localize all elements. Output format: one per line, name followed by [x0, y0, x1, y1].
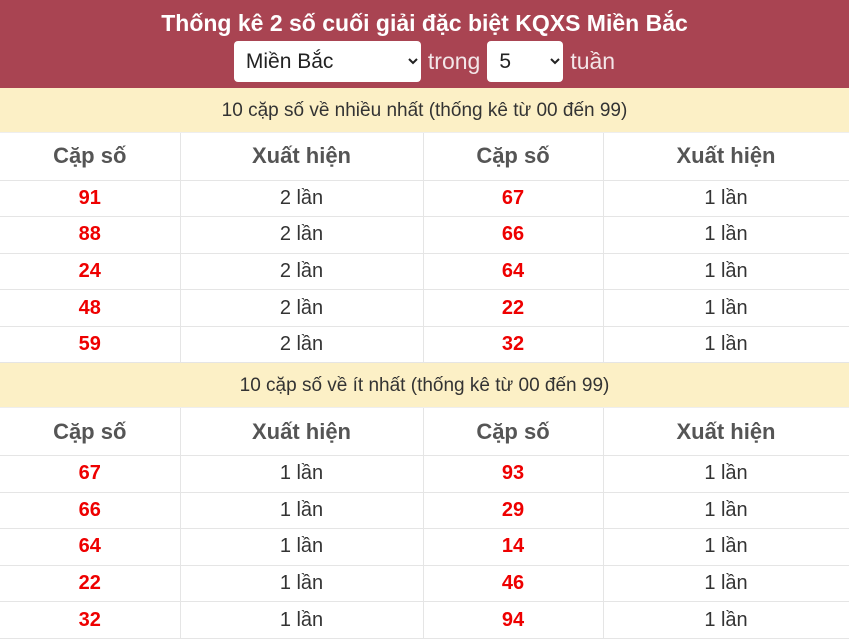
occurrence-count: 1 lần [179, 491, 424, 530]
occurrence-count: 2 lần [179, 216, 424, 254]
col-count: Xuất hiện [602, 408, 849, 456]
pair-number: 67 [422, 179, 604, 218]
table-row: 32 1 lần 94 1 lần [0, 601, 849, 639]
pair-number: 32 [422, 325, 604, 364]
col-pair: Cặp số [422, 408, 604, 456]
occurrence-count: 1 lần [602, 179, 849, 218]
least-table: Cặp số Xuất hiện Cặp số Xuất hiện 67 1 lầ… [0, 408, 849, 639]
most-table: Cặp số Xuất hiện Cặp số Xuất hiện 91 2 lầ… [0, 133, 849, 364]
pair-number: 66 [422, 216, 604, 254]
col-pair: Cặp số [0, 133, 181, 181]
pair-number: 94 [422, 601, 604, 639]
pair-number: 67 [0, 454, 181, 493]
table-row: 22 1 lần 46 1 lần [0, 564, 849, 603]
occurrence-count: 1 lần [179, 601, 424, 639]
pair-number: 59 [0, 325, 181, 364]
least-section-title: 10 cặp số về ít nhất (thống kê từ 00 đến… [0, 363, 849, 409]
filter-controls: Miền Bắc trong 5 tuần [0, 41, 849, 82]
table-row: 67 1 lần 93 1 lần [0, 454, 849, 493]
occurrence-count: 1 lần [602, 564, 849, 603]
occurrence-count: 1 lần [602, 454, 849, 493]
weeks-unit-label: tuần [570, 48, 616, 74]
most-section-title: 10 cặp số về nhiều nhất (thống kê từ 00 … [0, 88, 849, 133]
pair-number: 14 [422, 528, 604, 566]
pair-number: 22 [422, 289, 604, 327]
pair-number: 93 [422, 454, 604, 493]
occurrence-count: 2 lần [179, 252, 424, 291]
occurrence-count: 1 lần [602, 601, 849, 639]
col-pair: Cặp số [422, 133, 604, 181]
occurrence-count: 1 lần [602, 491, 849, 530]
pair-number: 32 [0, 601, 181, 639]
pair-number: 48 [0, 289, 181, 327]
occurrence-count: 1 lần [602, 289, 849, 327]
pair-number: 88 [0, 216, 181, 254]
pair-number: 66 [0, 491, 181, 530]
col-pair: Cặp số [0, 408, 181, 456]
pair-number: 64 [0, 528, 181, 566]
pair-number: 64 [422, 252, 604, 291]
table-row: 59 2 lần 32 1 lần [0, 325, 849, 364]
page-header: Thống kê 2 số cuối giải đặc biệt KQXS Mi… [0, 0, 849, 88]
pair-number: 46 [422, 564, 604, 603]
table-row: 48 2 lần 22 1 lần [0, 289, 849, 327]
page-title: Thống kê 2 số cuối giải đặc biệt KQXS Mi… [161, 10, 688, 36]
occurrence-count: 1 lần [602, 216, 849, 254]
table-row: 66 1 lần 29 1 lần [0, 491, 849, 530]
occurrence-count: 1 lần [179, 564, 424, 603]
pair-number: 91 [0, 179, 181, 218]
occurrence-count: 1 lần [179, 454, 424, 493]
occurrence-count: 1 lần [602, 528, 849, 566]
table-row: 64 1 lần 14 1 lần [0, 528, 849, 566]
table-row: 91 2 lần 67 1 lần [0, 179, 849, 218]
occurrence-count: 2 lần [179, 179, 424, 218]
table-row: 88 2 lần 66 1 lần [0, 216, 849, 254]
pair-number: 29 [422, 491, 604, 530]
col-count: Xuất hiện [179, 133, 424, 181]
occurrence-count: 1 lần [602, 252, 849, 291]
table-row: 24 2 lần 64 1 lần [0, 252, 849, 291]
occurrence-count: 1 lần [602, 325, 849, 364]
weeks-select[interactable]: 5 [487, 41, 564, 82]
region-select[interactable]: Miền Bắc [233, 41, 421, 82]
col-count: Xuất hiện [179, 408, 424, 456]
occurrence-count: 2 lần [179, 289, 424, 327]
pair-number: 22 [0, 564, 181, 603]
pair-number: 24 [0, 252, 181, 291]
occurrence-count: 1 lần [179, 528, 424, 566]
occurrence-count: 2 lần [179, 325, 424, 364]
in-label: trong [427, 48, 481, 74]
col-count: Xuất hiện [602, 133, 849, 181]
